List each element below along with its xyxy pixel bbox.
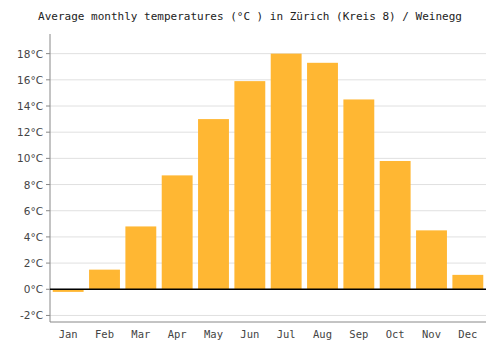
y-tick-label: 2°C [24,257,43,269]
grid-line [50,315,486,316]
x-tick-label: Apr [168,328,187,340]
bar [271,54,302,290]
y-tick [46,79,50,80]
y-tick [46,263,50,264]
x-tick-label: Aug [313,328,332,340]
y-tick-label: 0°C [24,283,43,295]
grid-line [50,106,486,107]
bar [416,230,447,289]
bar [198,119,229,289]
y-tick [46,158,50,159]
grid-line [50,158,486,159]
chart-container: Average monthly temperatures (°C ) in Zü… [0,0,500,350]
bar [125,226,156,289]
x-tick-label: Jul [277,328,296,340]
grid-line [50,289,486,290]
grid-line [50,184,486,185]
y-tick [46,289,50,290]
bars [53,54,484,292]
grid-line [50,53,486,54]
title: Average monthly temperatures (°C ) in Zü… [38,10,462,23]
zero-line [50,289,486,291]
y-tick-label: 14°C [17,100,43,112]
bar [89,270,120,290]
x-tick-label: Nov [422,328,441,340]
grid-line [50,79,486,80]
bar [343,99,374,289]
bar [307,63,338,289]
grid-line [50,132,486,133]
y-tick [46,236,50,237]
chart: Average monthly temperatures (°C ) in Zü… [0,0,500,350]
y-axis-line [50,34,51,322]
x-tick-label: Feb [95,328,114,340]
bar [234,81,265,289]
bar [452,275,483,289]
y-tick [46,53,50,54]
x-axis-ticks: Jan Feb Mar Apr May Jun Jul Aug Sep Oct Nov Dec [59,328,478,340]
y-tick-label: 8°C [24,179,43,191]
y-tick [46,210,50,211]
bar [162,175,193,289]
y-tick-label: 18°C [17,48,43,60]
x-tick-label: Sep [349,328,368,340]
x-tick-label: Dec [458,328,477,340]
y-axis-ticks: -2°C 0°C 2°C 4°C 6°C 8°C 10°C 12°C 14°C 16°C 18°C [17,48,50,322]
bar [380,161,411,289]
y-tick [46,106,50,107]
y-tick-label: 6°C [24,205,43,217]
x-tick-label: May [204,328,223,340]
x-tick-label: Jan [59,328,78,340]
x-tick-label: Mar [131,328,150,340]
y-tick-label: 4°C [24,231,43,243]
grid [50,54,486,316]
x-tick-label: Oct [386,328,405,340]
y-tick [46,184,50,185]
y-tick [46,132,50,133]
y-tick-label: 10°C [17,152,43,164]
x-axis-line [50,322,486,323]
x-tick-label: Jun [240,328,259,340]
y-tick-label: 12°C [17,126,43,138]
grid-line [50,210,486,211]
y-tick-label: 16°C [17,74,43,86]
y-tick-label: -2°C [20,309,43,321]
y-tick [46,315,50,316]
